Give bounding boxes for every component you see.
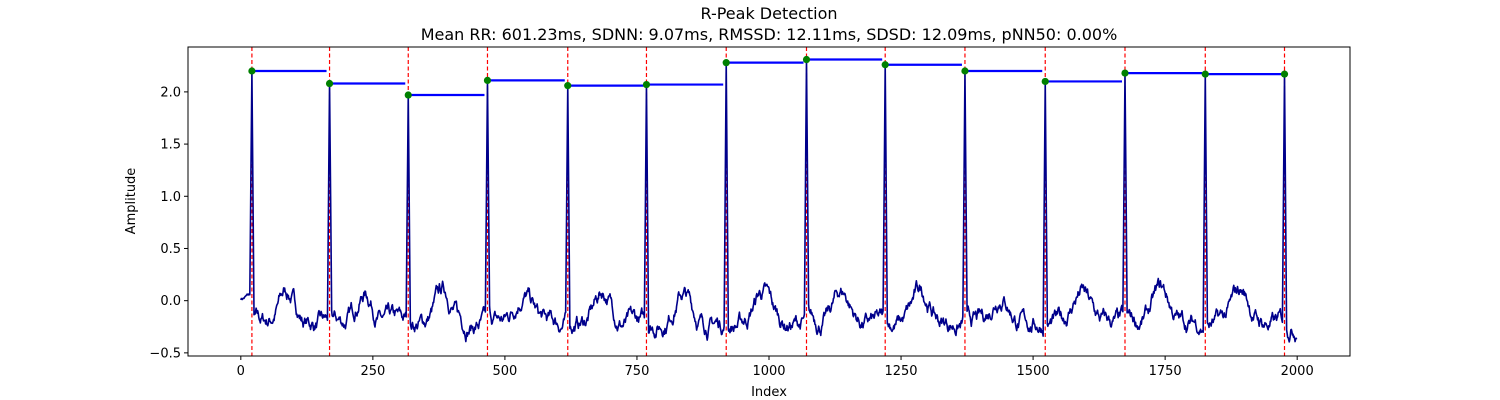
r-peak-marker-7 — [802, 55, 811, 64]
y-tick-label: 0.0 — [160, 294, 181, 309]
x-tick-label: 1000 — [752, 364, 785, 379]
x-tick-label: 1250 — [884, 364, 917, 379]
x-axis: 0 250 500 750 1000 1250 1500 1750 2000 — [237, 356, 1314, 379]
x-tick-label: 250 — [360, 364, 385, 379]
r-peak-marker-11 — [1121, 69, 1129, 77]
r-peak-marker-8 — [881, 61, 889, 69]
x-tick-label: 2000 — [1281, 364, 1314, 379]
r-peak-marker-10 — [1041, 77, 1049, 86]
r-peak-marker-0 — [248, 67, 256, 75]
chart-title: R-Peak Detection — [700, 4, 837, 23]
y-axis-label: Amplitude — [124, 168, 139, 235]
y-tick-label: 1.0 — [160, 190, 181, 205]
ecg-signal-line — [240, 58, 1298, 343]
y-axis: −0.5 0.0 0.5 1.0 1.5 2.0 — [149, 85, 188, 361]
r-peak-marker-1 — [325, 79, 334, 88]
x-tick-label: 1750 — [1149, 364, 1182, 379]
r-peak-marker-5 — [642, 80, 651, 89]
x-axis-label: Index — [751, 385, 787, 400]
r-peak-marker-6 — [722, 59, 730, 67]
y-tick-label: −0.5 — [149, 346, 181, 361]
x-tick-label: 500 — [492, 364, 517, 379]
r-peak-marker-9 — [961, 67, 969, 75]
y-tick-label: 0.5 — [160, 242, 181, 257]
chart-subtitle: Mean RR: 601.23ms, SDNN: 9.07ms, RMSSD: … — [421, 25, 1118, 44]
x-tick-label: 750 — [625, 364, 650, 379]
y-tick-label: 2.0 — [160, 85, 181, 100]
r-peak-marker-12 — [1201, 70, 1209, 78]
r-peak-marker-3 — [483, 76, 492, 85]
y-tick-label: 1.5 — [160, 138, 181, 153]
r-peak-marker-2 — [404, 91, 412, 99]
x-tick-label: 0 — [237, 364, 245, 379]
plot-frame — [187, 46, 1351, 357]
x-tick-label: 1500 — [1017, 364, 1050, 379]
r-peak-marker-4 — [564, 82, 572, 90]
r-peak-marker-13 — [1280, 70, 1289, 78]
plot-area — [240, 47, 1298, 356]
